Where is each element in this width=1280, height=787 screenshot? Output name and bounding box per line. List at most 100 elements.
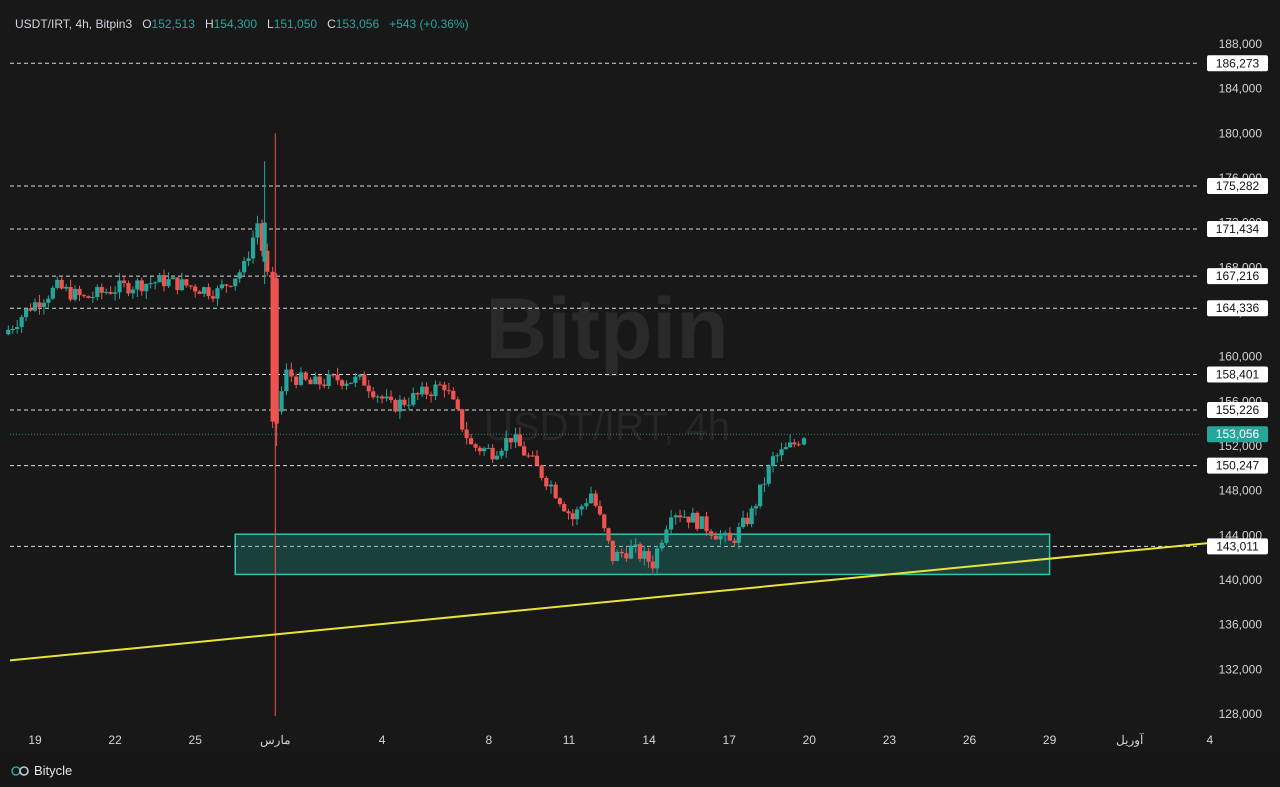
candle[interactable] [393,399,398,412]
price-chart[interactable]: Bitpin USDT/IRT, 4h 128,000 132,000 136,000 1… [0,0,1280,752]
candle[interactable] [153,282,158,284]
candle[interactable] [265,250,270,272]
candle[interactable] [446,390,451,392]
candle[interactable] [787,442,793,448]
candle[interactable] [642,551,647,559]
candle[interactable] [424,386,429,395]
candle[interactable] [242,260,247,273]
candle[interactable] [228,285,233,287]
candle[interactable] [614,551,620,562]
candle[interactable] [494,455,500,460]
candle[interactable] [499,450,504,456]
candle[interactable] [574,509,580,520]
candle[interactable] [250,237,256,259]
candle[interactable] [628,545,634,559]
candle[interactable] [202,287,207,294]
candle[interactable] [193,286,198,292]
candle[interactable] [139,280,144,292]
candle[interactable] [298,372,304,385]
candle[interactable] [348,382,354,384]
candle[interactable] [224,284,229,286]
candle[interactable] [170,277,176,280]
trendline[interactable] [9,542,1209,662]
candle[interactable] [775,455,780,457]
candle[interactable] [646,551,651,562]
candle[interactable] [344,383,349,386]
candle[interactable] [442,384,447,391]
candle[interactable] [753,506,758,509]
candle[interactable] [339,380,345,386]
candle[interactable] [770,456,776,467]
candle[interactable] [384,396,389,399]
candle[interactable] [723,532,728,536]
candle[interactable] [526,455,531,457]
candle[interactable] [557,498,563,505]
candle[interactable] [126,283,131,294]
candle[interactable] [758,484,763,507]
candle[interactable] [308,379,313,385]
candle[interactable] [682,516,687,518]
candle[interactable] [740,517,746,528]
candle[interactable] [326,374,331,386]
candle[interactable] [451,390,456,400]
candle[interactable] [713,535,718,540]
candle[interactable] [366,385,371,392]
candle[interactable] [166,279,171,287]
candle[interactable] [570,513,575,520]
candle[interactable] [233,278,238,287]
candle[interactable] [428,394,434,397]
candle[interactable] [699,516,704,529]
candle[interactable] [566,511,571,514]
candle[interactable] [469,438,474,445]
candle[interactable] [6,329,11,335]
candle[interactable] [135,280,140,290]
candle[interactable] [41,302,46,308]
candle[interactable] [673,515,678,518]
candle[interactable] [686,516,691,523]
candle[interactable] [504,438,509,451]
candle[interactable] [335,374,340,381]
candle[interactable] [650,561,655,569]
candle[interactable] [77,288,82,296]
candle[interactable] [59,279,64,289]
candle[interactable] [274,278,279,424]
candle[interactable] [745,517,750,525]
candle[interactable] [99,287,104,293]
candle[interactable] [633,544,638,546]
candle[interactable] [262,222,267,262]
candle[interactable] [732,540,737,543]
candle[interactable] [513,434,518,443]
candle[interactable] [637,544,643,559]
candle[interactable] [19,317,24,327]
candle[interactable] [522,446,527,456]
candle[interactable] [197,291,202,294]
support-zone[interactable] [234,533,1051,576]
candle[interactable] [437,384,443,386]
candle[interactable] [420,386,425,395]
candle[interactable] [289,369,294,377]
candle[interactable] [602,514,607,529]
candle[interactable] [55,279,60,288]
candle[interactable] [331,374,336,376]
candle[interactable] [517,434,522,447]
candle[interactable] [593,493,598,506]
candle[interactable] [113,292,118,294]
candle[interactable] [690,512,695,523]
candle[interactable] [619,551,624,554]
candle[interactable] [766,466,771,484]
candle[interactable] [303,372,308,380]
candle[interactable] [259,223,265,251]
candle[interactable] [108,291,113,294]
candle[interactable] [727,532,732,541]
candle[interactable] [37,302,42,308]
candle[interactable] [68,286,73,300]
candle[interactable] [411,393,416,405]
candle[interactable] [433,384,438,397]
candle[interactable] [32,302,38,311]
candle[interactable] [402,399,407,405]
candle[interactable] [464,429,469,439]
candle[interactable] [64,286,69,289]
candle[interactable] [237,272,242,279]
candle[interactable] [104,291,109,293]
candle[interactable] [148,283,153,285]
